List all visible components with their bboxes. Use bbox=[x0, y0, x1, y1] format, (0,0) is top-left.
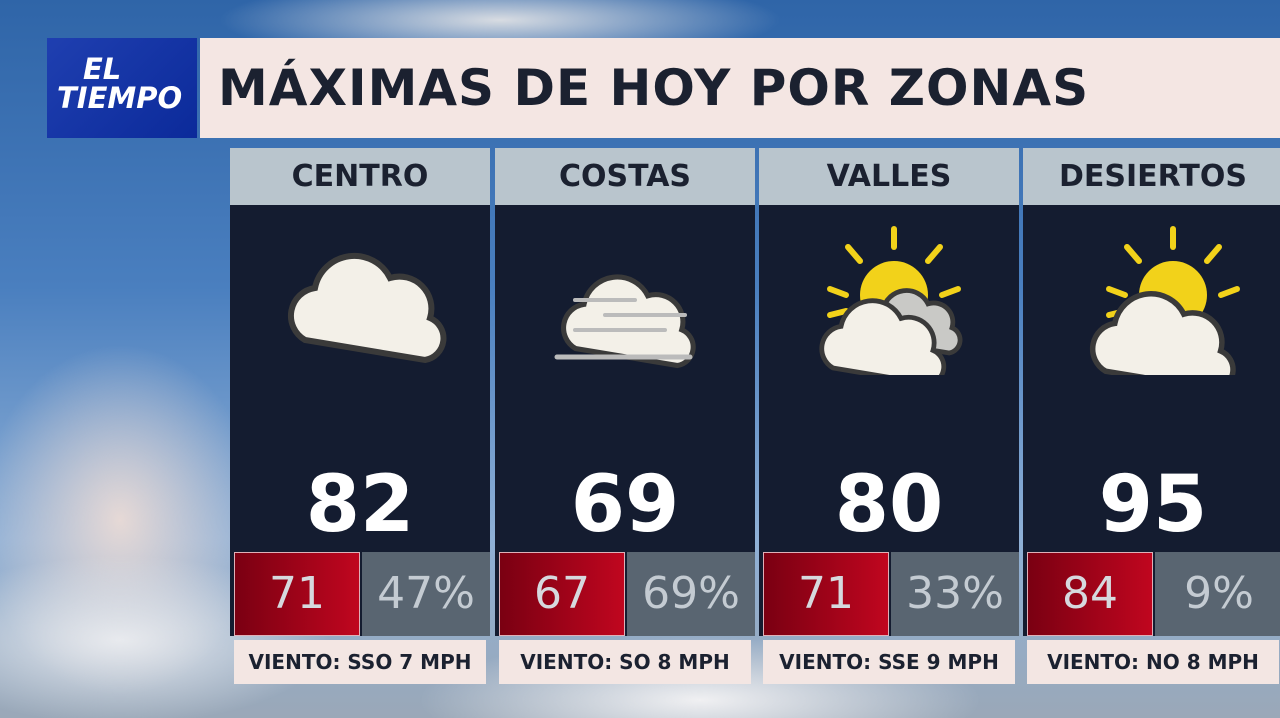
zone-column-centro: CENTRO 82 71 47% VIENTO: SSO 7 MPH bbox=[230, 148, 490, 684]
high-temp: 69 bbox=[570, 460, 680, 550]
el-tiempo-logo: EL TIEMPO bbox=[47, 38, 197, 138]
zone-column-valles: VALLES 80 71 33% VIENTO: SSE 9 MPH bbox=[759, 148, 1019, 684]
low-temp: 71 bbox=[234, 552, 360, 636]
partly-cloudy-icon bbox=[1063, 215, 1243, 375]
high-temp: 95 bbox=[1098, 460, 1208, 550]
zone-column-desiertos: DESIERTOS 95 84 9% VIENTO: NO 8 MPH bbox=[1023, 148, 1280, 684]
logo-line1: EL bbox=[83, 52, 122, 86]
humidity: 47% bbox=[362, 552, 490, 636]
high-temp: 80 bbox=[834, 460, 944, 550]
cloudy-icon bbox=[270, 215, 450, 375]
humidity: 69% bbox=[627, 552, 755, 636]
humidity: 33% bbox=[891, 552, 1019, 636]
zone-name: COSTAS bbox=[495, 148, 755, 205]
low-temp: 84 bbox=[1027, 552, 1153, 636]
zone-column-costas: COSTAS 69 67 69% VIENTO: SO 8 MPH bbox=[495, 148, 755, 684]
logo-line2: TIEMPO bbox=[57, 81, 183, 115]
fog-icon bbox=[554, 215, 715, 375]
zone-name: VALLES bbox=[759, 148, 1019, 205]
wind: VIENTO: SO 8 MPH bbox=[499, 640, 751, 684]
page-title: MÁXIMAS DE HOY POR ZONAS bbox=[218, 59, 1090, 117]
zone-name: CENTRO bbox=[230, 148, 490, 205]
wind: VIENTO: SSE 9 MPH bbox=[763, 640, 1015, 684]
high-temp: 82 bbox=[305, 460, 415, 550]
zone-name: DESIERTOS bbox=[1023, 148, 1280, 205]
low-temp: 67 bbox=[499, 552, 625, 636]
wind: VIENTO: NO 8 MPH bbox=[1027, 640, 1279, 684]
humidity: 9% bbox=[1155, 552, 1280, 636]
low-temp: 71 bbox=[763, 552, 889, 636]
mostly-cloudy-icon bbox=[799, 215, 963, 375]
wind: VIENTO: SSO 7 MPH bbox=[234, 640, 486, 684]
title-bar: MÁXIMAS DE HOY POR ZONAS bbox=[200, 38, 1280, 138]
